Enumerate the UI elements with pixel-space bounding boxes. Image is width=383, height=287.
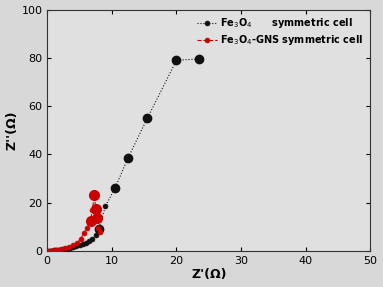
Legend: Fe$_3$O$_4$      symmetric cell, Fe$_3$O$_4$-GNS symmetric cell: Fe$_3$O$_4$ symmetric cell, Fe$_3$O$_4$-… bbox=[195, 14, 366, 49]
Fe$_3$O$_4$      symmetric cell bbox=[93, 233, 98, 237]
Fe$_3$O$_4$-GNS symmetric cell bbox=[49, 249, 53, 252]
Fe$_3$O$_4$-GNS symmetric cell bbox=[59, 247, 64, 251]
Fe$_3$O$_4$      symmetric cell bbox=[80, 243, 85, 246]
Y-axis label: Z''(Ω): Z''(Ω) bbox=[6, 110, 18, 150]
Fe$_3$O$_4$-GNS symmetric cell bbox=[95, 216, 99, 220]
Fe$_3$O$_4$      symmetric cell bbox=[174, 59, 179, 62]
Fe$_3$O$_4$      symmetric cell bbox=[61, 247, 65, 251]
Fe$_3$O$_4$-GNS symmetric cell bbox=[75, 241, 79, 245]
Fe$_3$O$_4$      symmetric cell bbox=[126, 156, 130, 160]
Fe$_3$O$_4$      symmetric cell bbox=[103, 204, 108, 208]
Fe$_3$O$_4$-GNS symmetric cell bbox=[92, 194, 97, 197]
Fe$_3$O$_4$-GNS symmetric cell bbox=[67, 245, 72, 249]
Fe$_3$O$_4$-GNS symmetric cell bbox=[82, 231, 86, 234]
Fe$_3$O$_4$      symmetric cell bbox=[77, 244, 82, 247]
Fe$_3$O$_4$      symmetric cell bbox=[53, 249, 58, 252]
Line: Fe$_3$O$_4$-GNS symmetric cell: Fe$_3$O$_4$-GNS symmetric cell bbox=[46, 193, 102, 253]
Fe$_3$O$_4$-GNS symmetric cell bbox=[79, 237, 83, 241]
Fe$_3$O$_4$-GNS symmetric cell bbox=[97, 230, 102, 233]
Fe$_3$O$_4$      symmetric cell bbox=[46, 249, 51, 253]
Fe$_3$O$_4$      symmetric cell bbox=[113, 186, 117, 190]
Fe$_3$O$_4$      symmetric cell bbox=[64, 247, 69, 250]
X-axis label: Z'(Ω): Z'(Ω) bbox=[191, 268, 227, 282]
Fe$_3$O$_4$-GNS symmetric cell bbox=[46, 249, 51, 253]
Line: Fe$_3$O$_4$      symmetric cell: Fe$_3$O$_4$ symmetric cell bbox=[46, 57, 201, 253]
Fe$_3$O$_4$      symmetric cell bbox=[87, 239, 92, 243]
Fe$_3$O$_4$-GNS symmetric cell bbox=[51, 249, 56, 252]
Fe$_3$O$_4$-GNS symmetric cell bbox=[63, 247, 67, 250]
Fe$_3$O$_4$      symmetric cell bbox=[90, 237, 95, 241]
Fe$_3$O$_4$      symmetric cell bbox=[51, 249, 56, 252]
Fe$_3$O$_4$-GNS symmetric cell bbox=[96, 226, 101, 230]
Fe$_3$O$_4$-GNS symmetric cell bbox=[93, 207, 98, 210]
Fe$_3$O$_4$-GNS symmetric cell bbox=[90, 208, 95, 212]
Fe$_3$O$_4$      symmetric cell bbox=[50, 249, 55, 252]
Fe$_3$O$_4$      symmetric cell bbox=[84, 241, 88, 245]
Fe$_3$O$_4$      symmetric cell bbox=[47, 249, 52, 252]
Fe$_3$O$_4$-GNS symmetric cell bbox=[47, 249, 52, 252]
Fe$_3$O$_4$      symmetric cell bbox=[49, 249, 53, 252]
Fe$_3$O$_4$-GNS symmetric cell bbox=[85, 226, 90, 230]
Fe$_3$O$_4$-GNS symmetric cell bbox=[71, 244, 75, 247]
Fe$_3$O$_4$      symmetric cell bbox=[71, 245, 75, 249]
Fe$_3$O$_4$-GNS symmetric cell bbox=[88, 219, 93, 222]
Fe$_3$O$_4$      symmetric cell bbox=[58, 248, 62, 251]
Fe$_3$O$_4$-GNS symmetric cell bbox=[50, 249, 55, 252]
Fe$_3$O$_4$      symmetric cell bbox=[74, 245, 79, 248]
Fe$_3$O$_4$      symmetric cell bbox=[67, 246, 72, 250]
Fe$_3$O$_4$      symmetric cell bbox=[97, 227, 101, 231]
Fe$_3$O$_4$      symmetric cell bbox=[55, 248, 60, 252]
Fe$_3$O$_4$      symmetric cell bbox=[197, 57, 201, 61]
Fe$_3$O$_4$-GNS symmetric cell bbox=[53, 249, 58, 252]
Fe$_3$O$_4$      symmetric cell bbox=[145, 117, 150, 120]
Fe$_3$O$_4$-GNS symmetric cell bbox=[56, 248, 61, 251]
